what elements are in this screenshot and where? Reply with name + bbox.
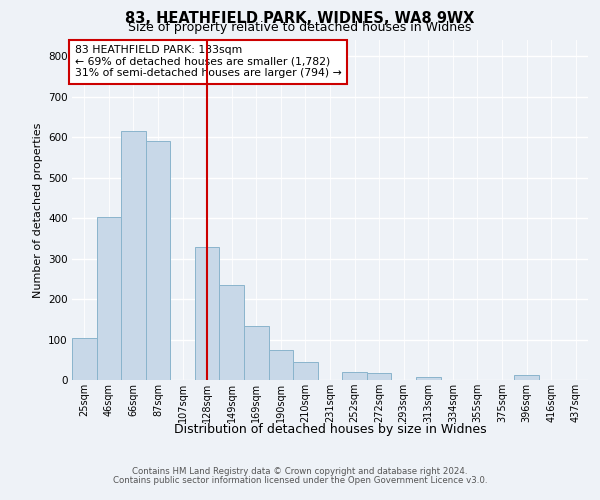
Bar: [121, 131, 146, 380]
Bar: [342, 372, 367, 380]
Bar: [146, 141, 170, 380]
Text: Size of property relative to detached houses in Widnes: Size of property relative to detached ho…: [128, 21, 472, 34]
Text: Distribution of detached houses by size in Widnes: Distribution of detached houses by size …: [173, 422, 487, 436]
Bar: [367, 372, 391, 380]
Bar: [293, 362, 318, 380]
Bar: [269, 350, 293, 380]
Bar: [220, 285, 244, 380]
Text: Contains HM Land Registry data © Crown copyright and database right 2024.: Contains HM Land Registry data © Crown c…: [132, 467, 468, 476]
Bar: [244, 326, 269, 380]
Bar: [72, 338, 97, 380]
Bar: [195, 247, 220, 380]
Text: 83, HEATHFIELD PARK, WIDNES, WA8 9WX: 83, HEATHFIELD PARK, WIDNES, WA8 9WX: [125, 11, 475, 26]
Bar: [416, 377, 440, 380]
Bar: [97, 217, 121, 380]
Text: 83 HEATHFIELD PARK: 133sqm
← 69% of detached houses are smaller (1,782)
31% of s: 83 HEATHFIELD PARK: 133sqm ← 69% of deta…: [74, 45, 341, 78]
Text: Contains public sector information licensed under the Open Government Licence v3: Contains public sector information licen…: [113, 476, 487, 485]
Bar: [514, 374, 539, 380]
Y-axis label: Number of detached properties: Number of detached properties: [32, 122, 43, 298]
